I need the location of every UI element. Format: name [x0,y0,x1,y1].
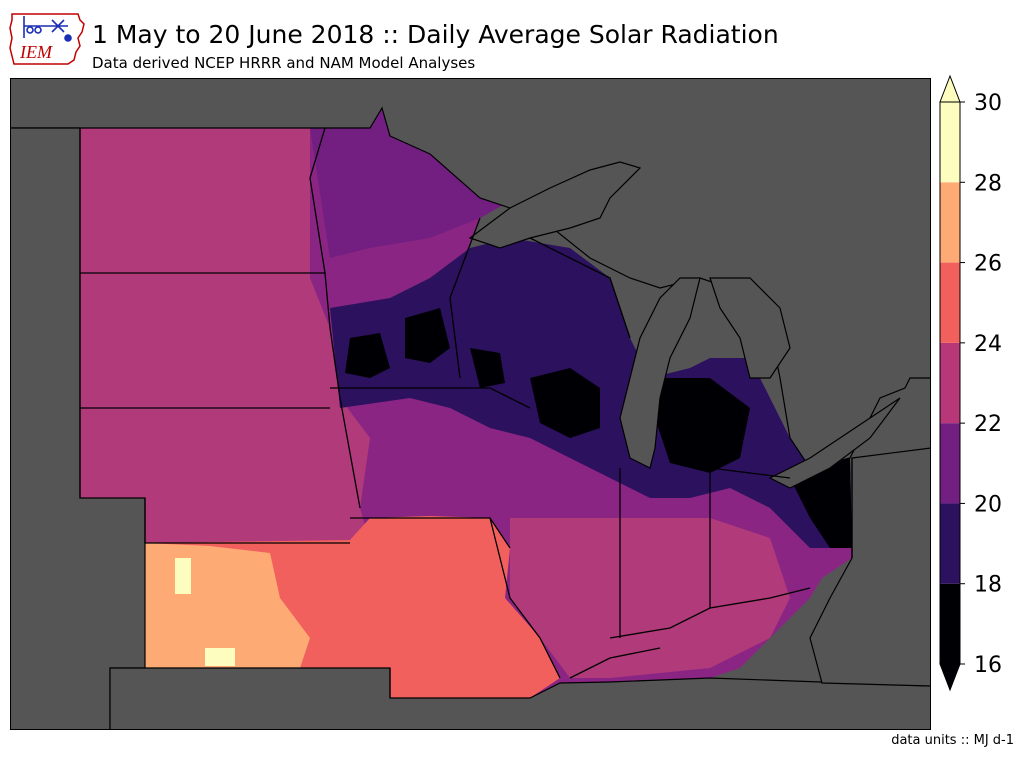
data-units-label: data units :: MJ d-1 [891,733,1014,748]
colorbar-bin-0 [940,583,960,664]
colorbar-max-arrow [939,74,961,103]
colorbar-tick-label: 18 [974,573,1002,598]
colorbar-tick-label: 20 [974,492,1002,517]
radiation-field [80,108,852,698]
lake-huron [709,277,791,379]
colorbar-bin-4 [940,262,960,343]
colorbar-tick-label: 24 [974,332,1002,357]
great-lakes [468,161,901,489]
colorbar-min-arrow [939,663,961,692]
lake-michigan [619,277,701,469]
colorbar-tick-label: 30 [974,91,1002,116]
weather-station-icon [23,16,72,42]
chart-subtitle: Data derived NCEP HRRR and NAM Model Ana… [92,54,476,72]
radiation-map [10,78,931,730]
lake-superior [468,161,642,249]
colorbar-bin-3 [940,342,960,424]
colorbar-tick-label: 26 [974,252,1002,277]
colorbar-bin-6 [940,102,960,183]
iem-logo: IEM [9,13,85,65]
colorbar: 16 18 20 22 24 26 28 30 [939,74,1002,692]
state-borders [79,127,853,698]
lake-erie [768,397,901,489]
chart-title: 1 May to 20 June 2018 :: Daily Average S… [92,20,779,49]
logo-text: IEM [19,42,53,62]
masked-regions [10,78,931,730]
colorbar-bin-2 [940,423,960,504]
colorbar-tick-label: 16 [974,653,1002,678]
colorbar-bin-1 [940,503,960,584]
east-states-region [809,447,931,687]
colorbar-bin-5 [940,182,960,263]
colorbar-tick-label: 22 [974,412,1002,437]
map-frame [10,78,931,730]
colorbar-tick-label: 28 [974,171,1002,196]
